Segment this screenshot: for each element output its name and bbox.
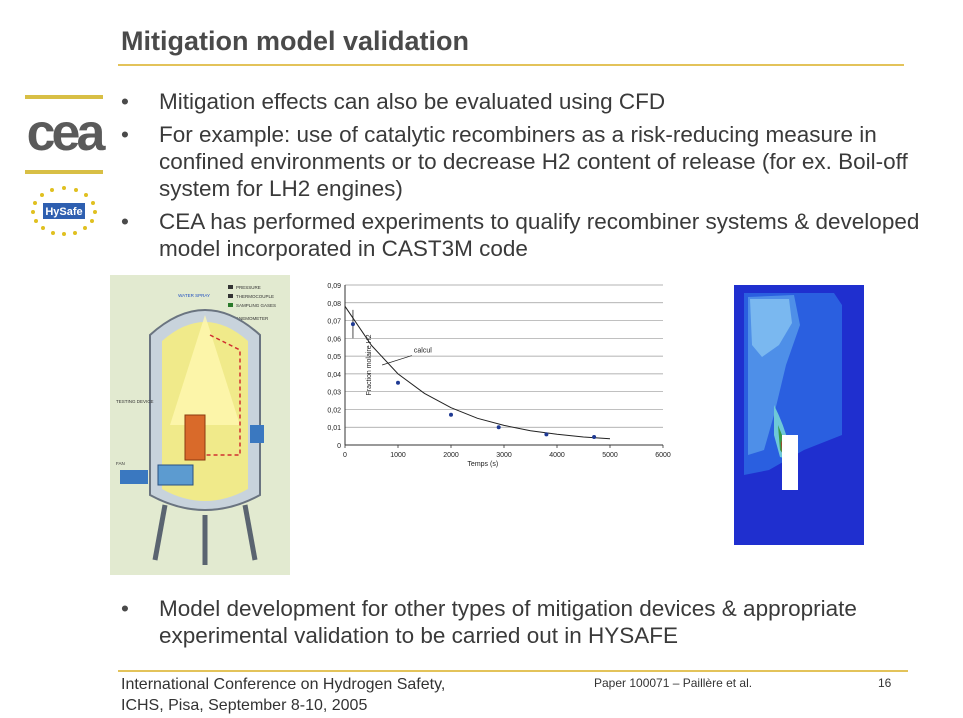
x-tick-label: 4000 bbox=[549, 452, 565, 459]
cea-logo-text: cea bbox=[27, 104, 106, 162]
x-tick-label: 1000 bbox=[390, 452, 406, 459]
x-tick-label: 5000 bbox=[602, 452, 618, 459]
logo-bar-bottom bbox=[25, 170, 103, 174]
data-point bbox=[592, 435, 597, 439]
bullet-item: • Model development for other types of mi… bbox=[121, 596, 857, 648]
data-point bbox=[350, 322, 355, 327]
title-divider bbox=[118, 64, 904, 66]
y-tick-label: 0,06 bbox=[327, 336, 341, 343]
data-point bbox=[496, 425, 501, 430]
svg-text:PRESSURE: PRESSURE bbox=[236, 285, 261, 290]
y-tick-label: 0,03 bbox=[327, 390, 341, 397]
calcul-curve bbox=[344, 306, 611, 440]
svg-text:SAMPLING GASES: SAMPLING GASES bbox=[236, 303, 276, 308]
y-tick-label: 0 bbox=[337, 443, 341, 450]
bullet-dot: • bbox=[121, 209, 129, 234]
bullet-dot: • bbox=[121, 89, 129, 114]
footer-divider bbox=[118, 670, 908, 672]
y-tick-label: 0,05 bbox=[327, 354, 341, 361]
chart-svg: 0 0,01 0,02 0,03 0,04 0,05 0,06 0,07 0,08 0,09 0 10… bbox=[327, 283, 671, 468]
page-number: 16 bbox=[878, 676, 892, 690]
cea-logo: cea bbox=[22, 104, 111, 164]
y-tick-label: 0,02 bbox=[327, 407, 341, 414]
cfd-simulation-image bbox=[734, 285, 864, 545]
y-tick-label: 0,01 bbox=[327, 425, 341, 432]
logo-bar-top bbox=[25, 95, 103, 99]
y-tick-label: 0,07 bbox=[327, 319, 341, 326]
conference-footer: International Conference on Hydrogen Saf… bbox=[121, 676, 446, 714]
bullet-list: • Mitigation effects can also be evaluate… bbox=[121, 88, 936, 268]
bullet-dot: • bbox=[121, 122, 129, 147]
annotation-label: calcul bbox=[414, 348, 432, 355]
bullet-item: • CEA has performed experiments to qualif… bbox=[121, 209, 920, 261]
paper-reference: Paper 100071 – Paillère et al. bbox=[594, 676, 753, 690]
annotation-arrow bbox=[381, 355, 413, 366]
y-tick-label: 0,04 bbox=[327, 372, 341, 379]
y-tick-label: 0,09 bbox=[327, 283, 341, 290]
y-axis-label: Fraction molaire H2 bbox=[366, 334, 373, 395]
bottom-bullet-list: • Model development for other types of mi… bbox=[121, 595, 936, 655]
data-point bbox=[396, 380, 400, 385]
svg-text:TESTING DEVICE: TESTING DEVICE bbox=[116, 399, 154, 404]
x-tick-label: 3000 bbox=[496, 452, 512, 459]
data-point bbox=[544, 432, 549, 437]
hysafe-logo-text: HySafe bbox=[45, 206, 82, 218]
x-axis-label: Temps (s) bbox=[467, 461, 498, 468]
data-point bbox=[449, 412, 453, 417]
bullet-item: • Mitigation effects can also be evaluate… bbox=[121, 89, 666, 114]
x-tick-label: 2000 bbox=[443, 452, 459, 459]
svg-text:WATER SPRAY: WATER SPRAY bbox=[178, 293, 210, 298]
vessel-illustration: PRESSURE THERMOCOUPLE SAMPLING GASES ANE… bbox=[110, 275, 290, 575]
svg-text:ANEMOMETER: ANEMOMETER bbox=[236, 316, 269, 321]
hysafe-logo: HySafe bbox=[20, 182, 108, 238]
x-tick-label: 0 bbox=[343, 452, 347, 459]
slide-title: Mitigation model validation bbox=[121, 26, 470, 56]
hydrogen-fraction-chart: 0 0,01 0,02 0,03 0,04 0,05 0,06 0,07 0,08 0,09 0 10… bbox=[295, 275, 690, 475]
svg-text:FAN: FAN bbox=[116, 461, 125, 466]
bullet-item: • For example: use of catalytic recombine… bbox=[121, 122, 908, 201]
x-tick-label: 6000 bbox=[655, 452, 671, 459]
svg-text:THERMOCOUPLE: THERMOCOUPLE bbox=[236, 294, 274, 299]
bullet-dot: • bbox=[121, 596, 129, 621]
y-tick-label: 0,08 bbox=[327, 301, 341, 308]
